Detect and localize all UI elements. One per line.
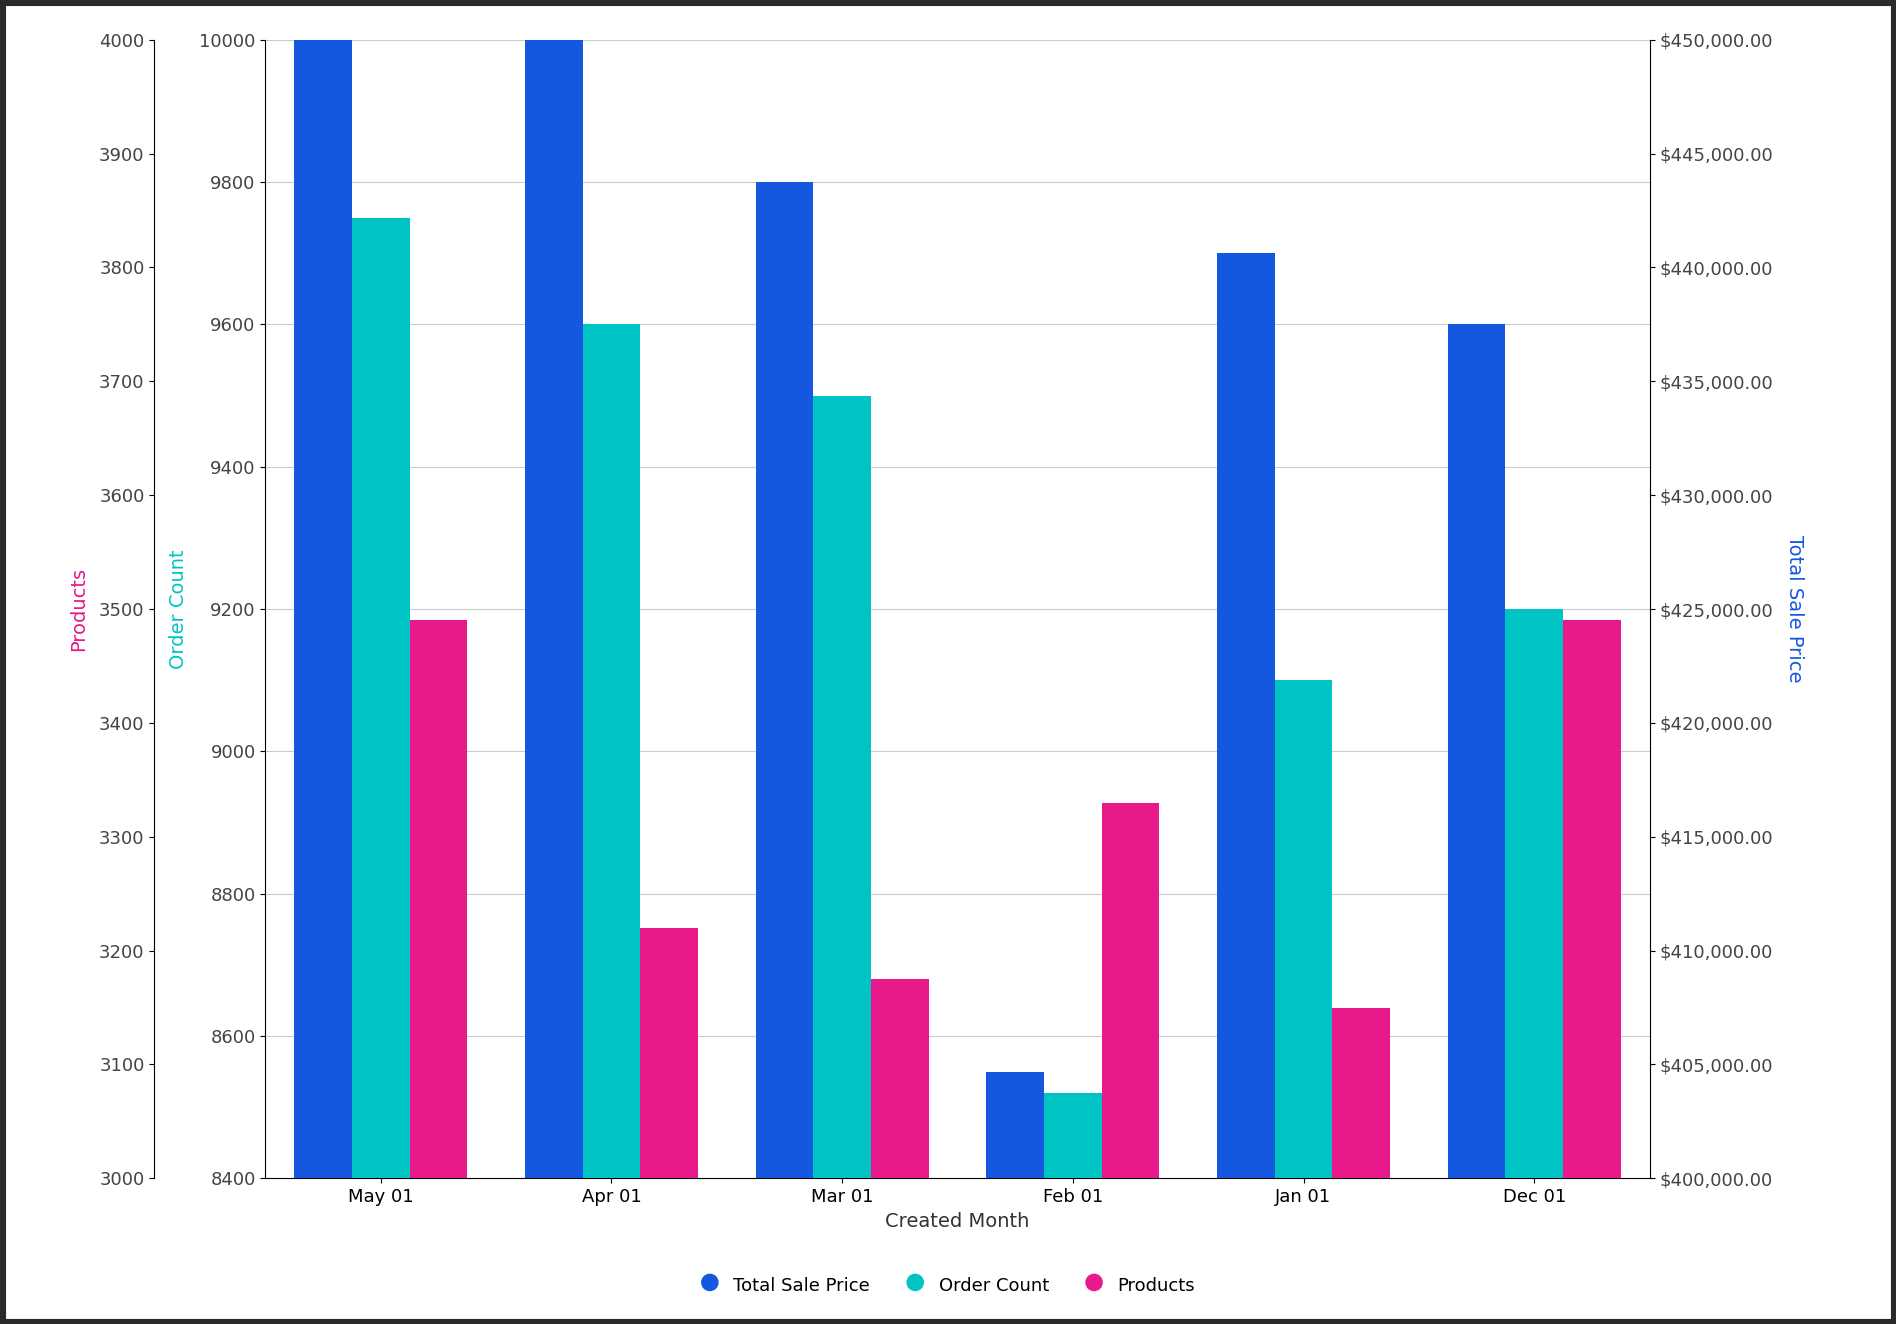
- Bar: [1217, 253, 1274, 1324]
- Bar: [525, 40, 582, 1324]
- Bar: [1045, 1094, 1102, 1324]
- Bar: [757, 183, 813, 1324]
- Bar: [1274, 681, 1333, 1324]
- Bar: [1562, 621, 1621, 1324]
- Y-axis label: Order Count: Order Count: [169, 549, 188, 669]
- Bar: [1505, 609, 1562, 1324]
- Bar: [353, 217, 410, 1324]
- Bar: [1102, 802, 1158, 1324]
- Bar: [294, 40, 353, 1324]
- Y-axis label: Total Sale Price: Total Sale Price: [1784, 535, 1803, 683]
- Bar: [641, 928, 698, 1324]
- Legend: Total Sale Price, Order Count, Products: Total Sale Price, Order Count, Products: [694, 1268, 1202, 1301]
- Bar: [813, 396, 870, 1324]
- X-axis label: Created Month: Created Month: [885, 1211, 1030, 1230]
- Bar: [1449, 324, 1505, 1324]
- Bar: [1333, 1008, 1390, 1324]
- Bar: [582, 324, 641, 1324]
- Bar: [410, 621, 466, 1324]
- Y-axis label: Products: Products: [68, 567, 87, 651]
- Bar: [870, 980, 929, 1324]
- Bar: [986, 1071, 1045, 1324]
